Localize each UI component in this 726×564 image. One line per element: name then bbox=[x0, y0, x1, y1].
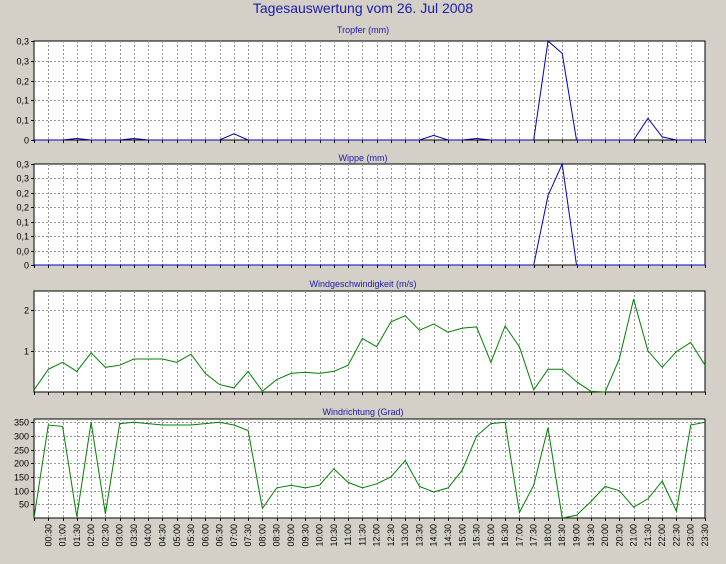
x-tick-label: 01:00 bbox=[58, 524, 68, 547]
y-tick-label: 0,0 bbox=[16, 247, 29, 257]
x-tick-label: 23:00 bbox=[686, 524, 696, 547]
y-tick-label: 0,1 bbox=[16, 96, 29, 106]
x-tick-label: 05:30 bbox=[186, 524, 196, 547]
y-tick-label: 2 bbox=[24, 306, 29, 316]
y-tick-label: 0,2 bbox=[16, 189, 29, 199]
x-tick-label: 00:30 bbox=[43, 524, 53, 547]
x-tick-label: 09:30 bbox=[300, 524, 310, 547]
x-tick-label: 23:30 bbox=[700, 524, 710, 547]
x-tick-label: 15:30 bbox=[472, 524, 482, 547]
chart-title: Windrichtung (Grad) bbox=[322, 407, 403, 417]
x-tick-label: 17:30 bbox=[529, 524, 539, 547]
x-tick-label: 13:00 bbox=[400, 524, 410, 547]
x-tick-label: 19:30 bbox=[586, 524, 596, 547]
x-tick-label: 03:00 bbox=[115, 524, 125, 547]
series-line bbox=[33, 299, 706, 393]
x-tick-label: 11:30 bbox=[357, 524, 367, 546]
y-tick-label: 50 bbox=[19, 500, 29, 510]
x-tick-label: 14:00 bbox=[429, 524, 439, 547]
x-tick-label: 08:30 bbox=[272, 524, 282, 547]
x-tick-label: 18:00 bbox=[543, 524, 553, 547]
y-tick-label: 150 bbox=[14, 473, 29, 483]
x-tick-label: 18:30 bbox=[557, 524, 567, 547]
plot-area bbox=[33, 418, 706, 519]
x-tick-label: 16:00 bbox=[486, 524, 496, 547]
x-tick-label: 22:30 bbox=[671, 524, 681, 547]
series-line bbox=[34, 162, 705, 266]
y-tick-label: 1 bbox=[24, 347, 29, 357]
x-tick-label: 16:30 bbox=[500, 524, 510, 547]
x-tick-label: 21:30 bbox=[643, 524, 653, 547]
x-tick-label: 04:00 bbox=[143, 524, 153, 547]
y-tick-label: 0,1 bbox=[16, 218, 29, 228]
x-tick-label: 01:30 bbox=[72, 524, 82, 547]
plot-area bbox=[33, 40, 706, 141]
y-tick-label: 350 bbox=[14, 418, 29, 428]
x-tick-label: 08:00 bbox=[257, 524, 267, 547]
y-tick-label: 0,1 bbox=[16, 116, 29, 126]
y-tick-label: 250 bbox=[14, 446, 29, 456]
y-tick-label: 100 bbox=[14, 487, 29, 497]
x-tick-label: 02:00 bbox=[86, 524, 96, 547]
x-tick-label: 09:00 bbox=[286, 524, 296, 547]
chart-title: Wippe (mm) bbox=[339, 153, 388, 163]
x-tick-label: 19:00 bbox=[572, 524, 582, 547]
chart-title: Tropfer (mm) bbox=[337, 25, 389, 35]
x-tick-label: 07:00 bbox=[229, 524, 239, 547]
y-tick-label: 0,3 bbox=[16, 174, 29, 184]
x-tick-label: 22:00 bbox=[657, 524, 667, 547]
y-tick-label: 0 bbox=[24, 136, 29, 146]
x-tick-label: 20:30 bbox=[614, 524, 624, 547]
y-tick-label: 0 bbox=[24, 261, 29, 271]
x-tick-label: 05:00 bbox=[172, 524, 182, 547]
x-tick-label: 04:30 bbox=[157, 524, 167, 547]
x-tick-label: 03:30 bbox=[129, 524, 139, 547]
y-tick-label: 0,3 bbox=[16, 57, 29, 67]
series-line bbox=[33, 421, 706, 519]
x-tick-label: 06:30 bbox=[215, 524, 225, 547]
y-tick-label: 0,3 bbox=[16, 37, 29, 47]
x-tick-label: 17:00 bbox=[514, 524, 524, 547]
chart-title: Windgeschwindigkeit (m/s) bbox=[309, 279, 416, 289]
x-tick-label: 06:00 bbox=[200, 524, 210, 547]
page-title: Tagesauswertung vom 26. Jul 2008 bbox=[252, 0, 474, 16]
x-tick-label: 13:30 bbox=[414, 524, 424, 547]
series-line bbox=[34, 40, 705, 141]
y-tick-label: 200 bbox=[14, 459, 29, 469]
plot-area bbox=[33, 290, 706, 393]
x-tick-label: 10:30 bbox=[329, 524, 339, 547]
x-tick-label: 20:00 bbox=[600, 524, 610, 547]
x-tick-label: 21:00 bbox=[629, 524, 639, 547]
x-tick-label: 07:30 bbox=[243, 524, 253, 547]
x-tick-label: 10:00 bbox=[315, 524, 325, 547]
x-tick-label: 12:30 bbox=[386, 524, 396, 547]
y-tick-label: 0,2 bbox=[16, 203, 29, 213]
x-tick-label: 11:00 bbox=[343, 524, 353, 546]
x-tick-label: 15:00 bbox=[457, 524, 467, 547]
x-tick-label: 02:30 bbox=[100, 524, 110, 547]
y-tick-label: 0,2 bbox=[16, 77, 29, 87]
y-tick-label: 0,1 bbox=[16, 232, 29, 242]
plot-area bbox=[33, 163, 706, 266]
x-tick-label: 14:30 bbox=[443, 524, 453, 547]
y-tick-label: 0,3 bbox=[16, 160, 29, 170]
y-tick-label: 300 bbox=[14, 432, 29, 442]
x-tick-label: 12:00 bbox=[372, 524, 382, 547]
